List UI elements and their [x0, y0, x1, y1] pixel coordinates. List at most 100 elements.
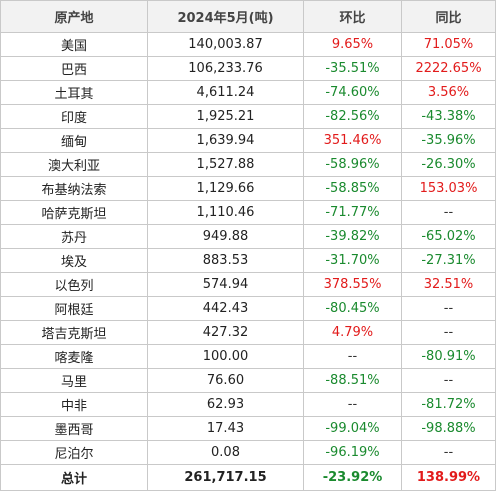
- yoy-cell: --: [401, 320, 496, 345]
- volume-cell: 1,527.88: [147, 152, 304, 177]
- yoy-cell: --: [401, 200, 496, 225]
- table-row: 巴西 106,233.76 -35.51% 2222.65%: [0, 56, 496, 81]
- yoy-cell: 71.05%: [401, 32, 496, 57]
- volume-cell: 574.94: [147, 272, 304, 297]
- mom-cell: -96.19%: [303, 440, 402, 465]
- header-mom: 环比: [303, 0, 402, 33]
- mom-cell: --: [303, 344, 402, 369]
- volume-cell: 62.93: [147, 392, 304, 417]
- volume-cell: 442.43: [147, 296, 304, 321]
- volume-cell: 4,611.24: [147, 80, 304, 105]
- table-row: 美国 140,003.87 9.65% 71.05%: [0, 32, 496, 57]
- table-row: 布基纳法索 1,129.66 -58.85% 153.03%: [0, 176, 496, 201]
- origin-cell: 美国: [0, 32, 148, 57]
- volume-cell: 1,129.66: [147, 176, 304, 201]
- volume-cell: 883.53: [147, 248, 304, 273]
- header-yoy: 同比: [401, 0, 496, 33]
- volume-cell: 100.00: [147, 344, 304, 369]
- table-row: 马里 76.60 -88.51% --: [0, 368, 496, 393]
- volume-cell: 1,110.46: [147, 200, 304, 225]
- volume-cell: 949.88: [147, 224, 304, 249]
- table-row: 阿根廷 442.43 -80.45% --: [0, 296, 496, 321]
- volume-cell: 427.32: [147, 320, 304, 345]
- volume-cell: 1,639.94: [147, 128, 304, 153]
- mom-cell: -39.82%: [303, 224, 402, 249]
- table-body: 美国 140,003.87 9.65% 71.05% 巴西 106,233.76 -35.5…: [0, 32, 496, 491]
- mom-cell: -58.85%: [303, 176, 402, 201]
- origin-cell: 喀麦隆: [0, 344, 148, 369]
- total-row: 总计 261,717.15 -23.92% 138.99%: [0, 464, 496, 491]
- header-origin: 原产地: [0, 0, 148, 33]
- origin-cell: 缅甸: [0, 128, 148, 153]
- mom-cell: -23.92%: [303, 464, 402, 491]
- volume-cell: 0.08: [147, 440, 304, 465]
- origin-cell: 澳大利亚: [0, 152, 148, 177]
- mom-cell: -35.51%: [303, 56, 402, 81]
- origin-cell: 埃及: [0, 248, 148, 273]
- yoy-cell: -35.96%: [401, 128, 496, 153]
- yoy-cell: -26.30%: [401, 152, 496, 177]
- yoy-cell: 153.03%: [401, 176, 496, 201]
- origin-cell: 印度: [0, 104, 148, 129]
- mom-cell: 4.79%: [303, 320, 402, 345]
- mom-cell: --: [303, 392, 402, 417]
- yoy-cell: 3.56%: [401, 80, 496, 105]
- mom-cell: -80.45%: [303, 296, 402, 321]
- origin-cell: 塔吉克斯坦: [0, 320, 148, 345]
- mom-cell: -74.60%: [303, 80, 402, 105]
- origin-cell: 布基纳法索: [0, 176, 148, 201]
- mom-cell: -71.77%: [303, 200, 402, 225]
- origin-cell: 巴西: [0, 56, 148, 81]
- volume-cell: 17.43: [147, 416, 304, 441]
- header-row: 原产地 2024年5月(吨) 环比 同比: [0, 0, 496, 33]
- volume-cell: 76.60: [147, 368, 304, 393]
- table-row: 墨西哥 17.43 -99.04% -98.88%: [0, 416, 496, 441]
- table-row: 尼泊尔 0.08 -96.19% --: [0, 440, 496, 465]
- table-row: 塔吉克斯坦 427.32 4.79% --: [0, 320, 496, 345]
- origin-cell: 苏丹: [0, 224, 148, 249]
- table-row: 印度 1,925.21 -82.56% -43.38%: [0, 104, 496, 129]
- origin-cell: 中非: [0, 392, 148, 417]
- mom-cell: -88.51%: [303, 368, 402, 393]
- table-row: 埃及 883.53 -31.70% -27.31%: [0, 248, 496, 273]
- origin-cell: 以色列: [0, 272, 148, 297]
- origin-cell: 马里: [0, 368, 148, 393]
- table-row: 土耳其 4,611.24 -74.60% 3.56%: [0, 80, 496, 105]
- origin-cell: 墨西哥: [0, 416, 148, 441]
- volume-cell: 140,003.87: [147, 32, 304, 57]
- yoy-cell: 32.51%: [401, 272, 496, 297]
- origin-cell: 阿根廷: [0, 296, 148, 321]
- table-row: 中非 62.93 -- -81.72%: [0, 392, 496, 417]
- mom-cell: -99.04%: [303, 416, 402, 441]
- yoy-cell: -80.91%: [401, 344, 496, 369]
- origin-cell: 土耳其: [0, 80, 148, 105]
- yoy-cell: --: [401, 368, 496, 393]
- origin-cell: 哈萨克斯坦: [0, 200, 148, 225]
- yoy-cell: -27.31%: [401, 248, 496, 273]
- origin-cell: 尼泊尔: [0, 440, 148, 465]
- yoy-cell: -98.88%: [401, 416, 496, 441]
- table-row: 苏丹 949.88 -39.82% -65.02%: [0, 224, 496, 249]
- yoy-cell: --: [401, 296, 496, 321]
- table-row: 澳大利亚 1,527.88 -58.96% -26.30%: [0, 152, 496, 177]
- mom-cell: -58.96%: [303, 152, 402, 177]
- table-row: 哈萨克斯坦 1,110.46 -71.77% --: [0, 200, 496, 225]
- origin-cell: 总计: [0, 464, 148, 491]
- mom-cell: 378.55%: [303, 272, 402, 297]
- mom-cell: -31.70%: [303, 248, 402, 273]
- mom-cell: 351.46%: [303, 128, 402, 153]
- yoy-cell: 2222.65%: [401, 56, 496, 81]
- table-row: 喀麦隆 100.00 -- -80.91%: [0, 344, 496, 369]
- yoy-cell: --: [401, 440, 496, 465]
- yoy-cell: -43.38%: [401, 104, 496, 129]
- yoy-cell: -81.72%: [401, 392, 496, 417]
- mom-cell: 9.65%: [303, 32, 402, 57]
- yoy-cell: 138.99%: [401, 464, 496, 491]
- mom-cell: -82.56%: [303, 104, 402, 129]
- header-volume: 2024年5月(吨): [147, 0, 304, 33]
- table-row: 以色列 574.94 378.55% 32.51%: [0, 272, 496, 297]
- volume-cell: 261,717.15: [147, 464, 304, 491]
- volume-cell: 1,925.21: [147, 104, 304, 129]
